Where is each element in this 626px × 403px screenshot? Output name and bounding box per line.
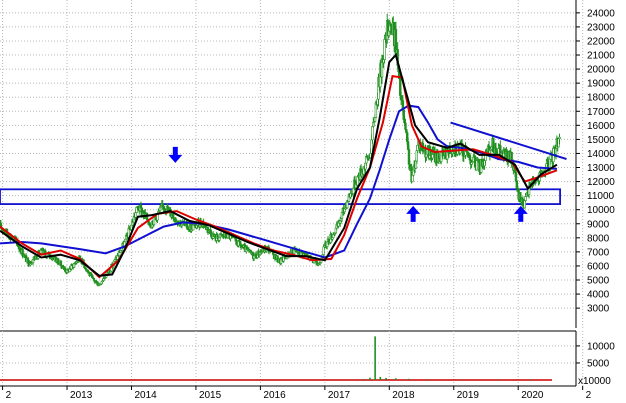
price-y-tick-label: 19000: [587, 79, 615, 90]
price-y-tick-label: 9000: [587, 219, 610, 230]
x-tick-label: 2: [6, 390, 12, 401]
volume-grid: [0, 331, 584, 386]
arrow-up-icon: [513, 205, 528, 222]
annotation-arrows: [168, 146, 528, 222]
x-tick-label: 2: [586, 390, 592, 401]
x-ticks: 2 2013 2014 2015 2016 2017 2018 2019 2020 2: [2, 386, 592, 401]
price-y-tick-label: 6000: [587, 261, 610, 272]
price-y-tick-label: 7000: [587, 247, 610, 258]
support-zone-box: [0, 188, 562, 205]
support-zone: [0, 188, 562, 205]
volume-unit-label: x10000: [578, 376, 611, 387]
x-tick-label: 2017: [328, 390, 351, 401]
x-tick-label: 2018: [392, 390, 415, 401]
x-tick-label: 2016: [263, 390, 286, 401]
candle-body: [134, 212, 137, 218]
candle-body: [161, 203, 164, 207]
ma-long-line: [0, 104, 557, 259]
price-y-tick-label: 8000: [587, 233, 610, 244]
candle-body: [558, 136, 561, 140]
x-tick-label: 2015: [199, 390, 222, 401]
volume-panel: 10000 5000 x10000: [0, 330, 615, 387]
price-y-tick-label: 21000: [587, 51, 615, 62]
price-y-tick-label: 14000: [587, 149, 615, 160]
price-grid: [0, 0, 584, 328]
price-y-tick-label: 15000: [587, 135, 615, 146]
price-y-tick-label: 22000: [587, 36, 615, 47]
x-tick-label: 2019: [457, 390, 480, 401]
price-y-tick-label: 24000: [587, 8, 615, 19]
price-y-tick-label: 3000: [587, 304, 610, 315]
price-y-tick-label: 10000: [587, 205, 615, 216]
ma-short-line: [0, 52, 558, 277]
time-axis: 2 2013 2014 2015 2016 2017 2018 2019 2020 2: [0, 385, 592, 401]
arrow-up-icon: [406, 205, 421, 222]
candle-body: [492, 138, 495, 149]
arrow-down-icon: [168, 146, 183, 163]
volume-y-tick-label: 5000: [587, 358, 610, 369]
price-y-ticks: 24000 23000 22000 21000 20000 19000 18000 17000…: [576, 8, 615, 315]
price-y-tick-label: 11000: [587, 191, 615, 202]
price-y-tick-label: 17000: [587, 107, 615, 118]
x-tick-label: 2013: [70, 390, 93, 401]
ma-medium-line: [0, 74, 558, 279]
x-tick-label: 2020: [521, 390, 544, 401]
volume-bars: [362, 336, 532, 380]
price-y-tick-label: 4000: [587, 290, 610, 301]
price-y-tick-label: 20000: [587, 65, 615, 76]
price-y-tick-label: 5000: [587, 276, 610, 287]
x-tick-label: 2014: [134, 390, 157, 401]
price-y-tick-label: 16000: [587, 121, 615, 132]
price-y-tick-label: 13000: [587, 163, 615, 174]
price-panel: 24000 23000 22000 21000 20000 19000 18000 17000…: [0, 0, 615, 328]
price-y-tick-label: 23000: [587, 22, 615, 33]
candle-body: [371, 126, 374, 141]
volume-y-tick-label: 10000: [587, 341, 615, 352]
price-y-tick-label: 18000: [587, 93, 615, 104]
price-y-tick-label: 12000: [587, 177, 615, 188]
trend-line: [450, 121, 567, 161]
volume-y-ticks: 10000 5000: [576, 341, 615, 369]
candle-body: [404, 122, 407, 130]
